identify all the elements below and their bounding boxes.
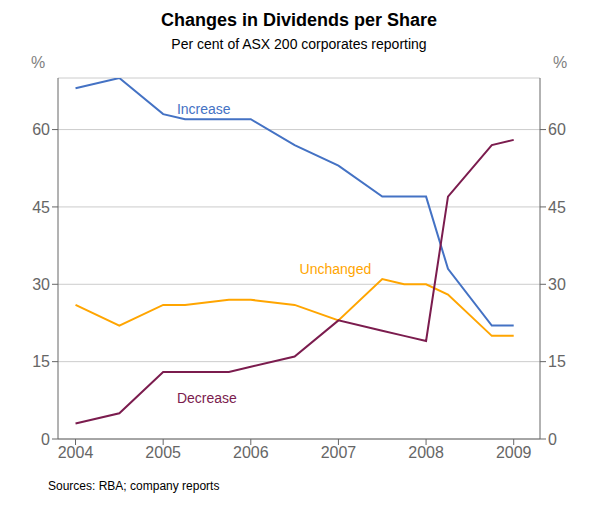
html-text:Changes in Dividends per Share: Changes in Dividends per Share [161,10,437,30]
svg-text:2004: 2004 [58,444,94,461]
svg-text:2005: 2005 [145,444,181,461]
svg-text:2007: 2007 [321,444,357,461]
svg-text:2006: 2006 [233,444,269,461]
svg-text:2009: 2009 [496,444,532,461]
svg-text:45: 45 [548,199,566,216]
svg-text:2008: 2008 [408,444,444,461]
html-text:Sources: RBA; company reports: Sources: RBA; company reports [48,479,220,493]
svg-text:Decrease: Decrease [177,390,237,406]
html-text:Per cent of ASX 200 corporates: Per cent of ASX 200 corporates reporting [171,36,427,52]
svg-text:0: 0 [41,431,50,448]
svg-text:30: 30 [548,276,566,293]
svg-text:60: 60 [32,121,50,138]
svg-text:0: 0 [548,431,557,448]
svg-text:30: 30 [32,276,50,293]
svg-text:15: 15 [32,353,50,370]
svg-text:Increase: Increase [177,101,231,117]
svg-text:15: 15 [548,353,566,370]
svg-text:Unchanged: Unchanged [300,261,372,277]
svg-text:45: 45 [32,199,50,216]
svg-text:%: % [553,54,567,71]
svg-text:%: % [31,54,45,71]
svg-text:60: 60 [548,121,566,138]
